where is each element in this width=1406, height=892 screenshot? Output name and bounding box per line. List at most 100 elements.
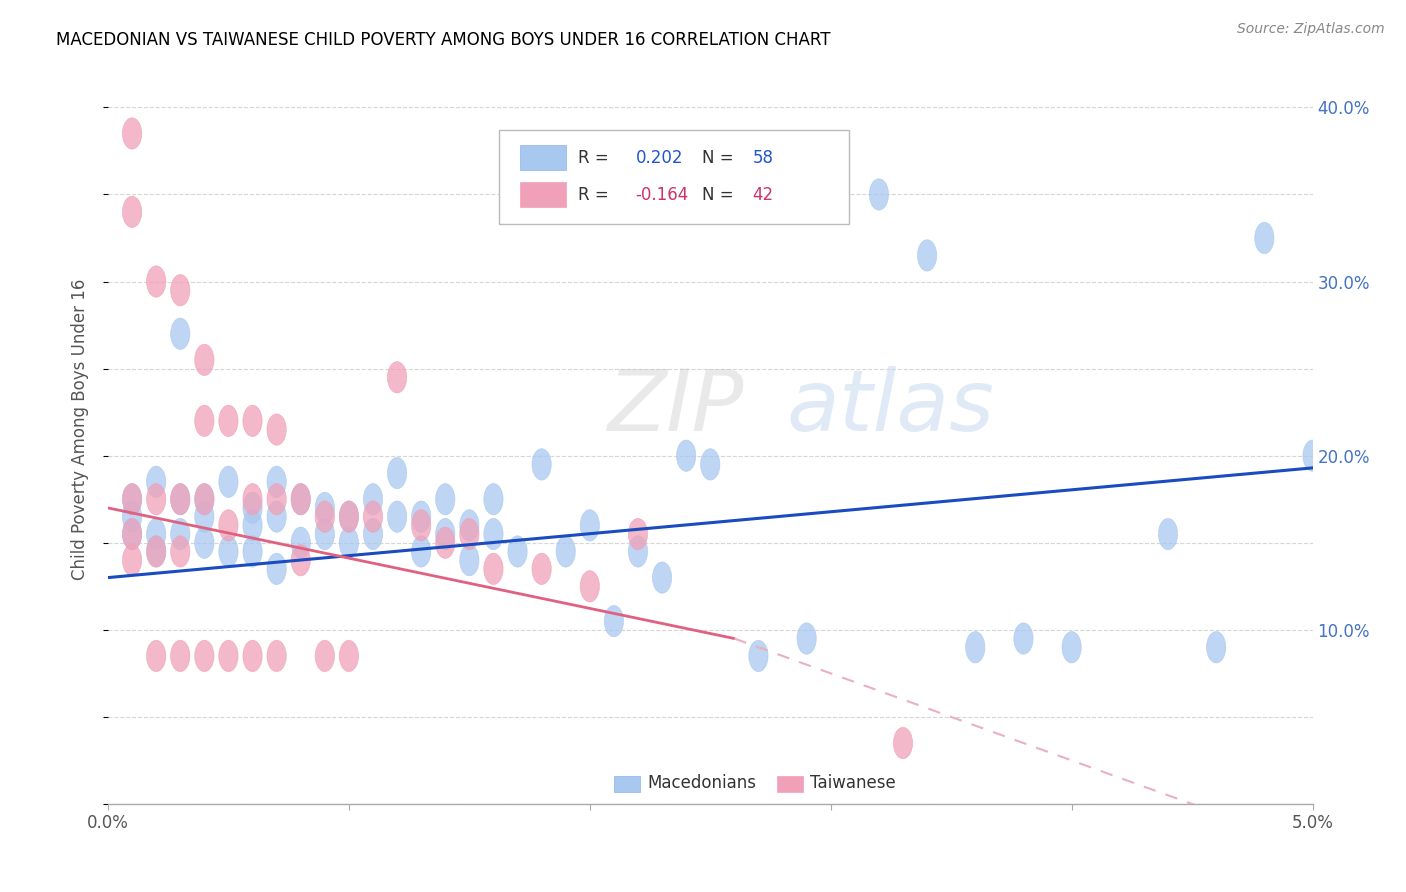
Text: MACEDONIAN VS TAIWANESE CHILD POVERTY AMONG BOYS UNDER 16 CORRELATION CHART: MACEDONIAN VS TAIWANESE CHILD POVERTY AM… [56, 31, 831, 49]
Ellipse shape [122, 518, 142, 549]
Ellipse shape [484, 518, 503, 549]
Ellipse shape [243, 536, 262, 567]
Ellipse shape [243, 492, 262, 524]
Text: -0.164: -0.164 [636, 186, 689, 204]
Ellipse shape [315, 492, 335, 524]
Ellipse shape [122, 483, 142, 515]
Ellipse shape [581, 509, 599, 541]
Text: 42: 42 [752, 186, 773, 204]
Text: Taiwanese: Taiwanese [810, 774, 896, 792]
Ellipse shape [194, 501, 214, 533]
Ellipse shape [267, 483, 287, 515]
Ellipse shape [146, 536, 166, 567]
Ellipse shape [749, 640, 768, 672]
Ellipse shape [557, 536, 575, 567]
Ellipse shape [869, 178, 889, 211]
Ellipse shape [170, 518, 190, 549]
Ellipse shape [1303, 440, 1322, 471]
Ellipse shape [122, 501, 142, 533]
Ellipse shape [267, 501, 287, 533]
Ellipse shape [676, 440, 696, 471]
Ellipse shape [484, 553, 503, 584]
Ellipse shape [484, 483, 503, 515]
Text: 58: 58 [752, 149, 773, 167]
Ellipse shape [194, 344, 214, 376]
Ellipse shape [146, 467, 166, 498]
Ellipse shape [219, 640, 238, 672]
Text: atlas: atlas [786, 366, 994, 449]
Ellipse shape [388, 458, 406, 489]
Ellipse shape [146, 483, 166, 515]
Ellipse shape [243, 509, 262, 541]
Ellipse shape [315, 640, 335, 672]
Ellipse shape [628, 536, 648, 567]
Ellipse shape [339, 640, 359, 672]
Ellipse shape [194, 483, 214, 515]
Ellipse shape [436, 483, 456, 515]
Ellipse shape [628, 518, 648, 549]
Ellipse shape [219, 467, 238, 498]
Ellipse shape [581, 571, 599, 602]
Ellipse shape [291, 544, 311, 576]
Ellipse shape [1014, 623, 1033, 654]
Ellipse shape [291, 527, 311, 558]
Text: ZIP: ZIP [607, 366, 744, 449]
Ellipse shape [1159, 518, 1178, 549]
Ellipse shape [267, 640, 287, 672]
Ellipse shape [700, 449, 720, 480]
Ellipse shape [531, 553, 551, 584]
Ellipse shape [146, 518, 166, 549]
Bar [520, 145, 565, 169]
Ellipse shape [122, 196, 142, 227]
Bar [614, 775, 640, 792]
Bar [520, 183, 565, 207]
Ellipse shape [267, 467, 287, 498]
Ellipse shape [194, 527, 214, 558]
Ellipse shape [412, 509, 430, 541]
Ellipse shape [363, 518, 382, 549]
Ellipse shape [436, 527, 456, 558]
Ellipse shape [1254, 222, 1274, 253]
Ellipse shape [531, 449, 551, 480]
Bar [776, 775, 803, 792]
Ellipse shape [339, 501, 359, 533]
Ellipse shape [146, 536, 166, 567]
Ellipse shape [797, 623, 817, 654]
Ellipse shape [267, 414, 287, 445]
Text: R =: R = [578, 186, 614, 204]
Ellipse shape [339, 527, 359, 558]
Ellipse shape [460, 518, 479, 549]
Text: Source: ZipAtlas.com: Source: ZipAtlas.com [1237, 22, 1385, 37]
Ellipse shape [170, 640, 190, 672]
Ellipse shape [291, 483, 311, 515]
Ellipse shape [918, 240, 936, 271]
Text: Macedonians: Macedonians [648, 774, 756, 792]
Text: 0.202: 0.202 [636, 149, 683, 167]
Ellipse shape [315, 518, 335, 549]
Text: R =: R = [578, 149, 614, 167]
Ellipse shape [122, 483, 142, 515]
Ellipse shape [194, 483, 214, 515]
Ellipse shape [170, 483, 190, 515]
Ellipse shape [605, 606, 623, 637]
Ellipse shape [363, 483, 382, 515]
Ellipse shape [170, 536, 190, 567]
Ellipse shape [460, 509, 479, 541]
Ellipse shape [291, 483, 311, 515]
Ellipse shape [315, 501, 335, 533]
Ellipse shape [219, 536, 238, 567]
Ellipse shape [243, 483, 262, 515]
Ellipse shape [1206, 632, 1226, 663]
Ellipse shape [194, 405, 214, 436]
Ellipse shape [460, 544, 479, 576]
Ellipse shape [412, 501, 430, 533]
Ellipse shape [122, 518, 142, 549]
Ellipse shape [170, 275, 190, 306]
Ellipse shape [219, 509, 238, 541]
Ellipse shape [219, 405, 238, 436]
Ellipse shape [267, 553, 287, 584]
Ellipse shape [412, 536, 430, 567]
Ellipse shape [170, 483, 190, 515]
Ellipse shape [122, 118, 142, 149]
Y-axis label: Child Poverty Among Boys Under 16: Child Poverty Among Boys Under 16 [72, 279, 89, 581]
